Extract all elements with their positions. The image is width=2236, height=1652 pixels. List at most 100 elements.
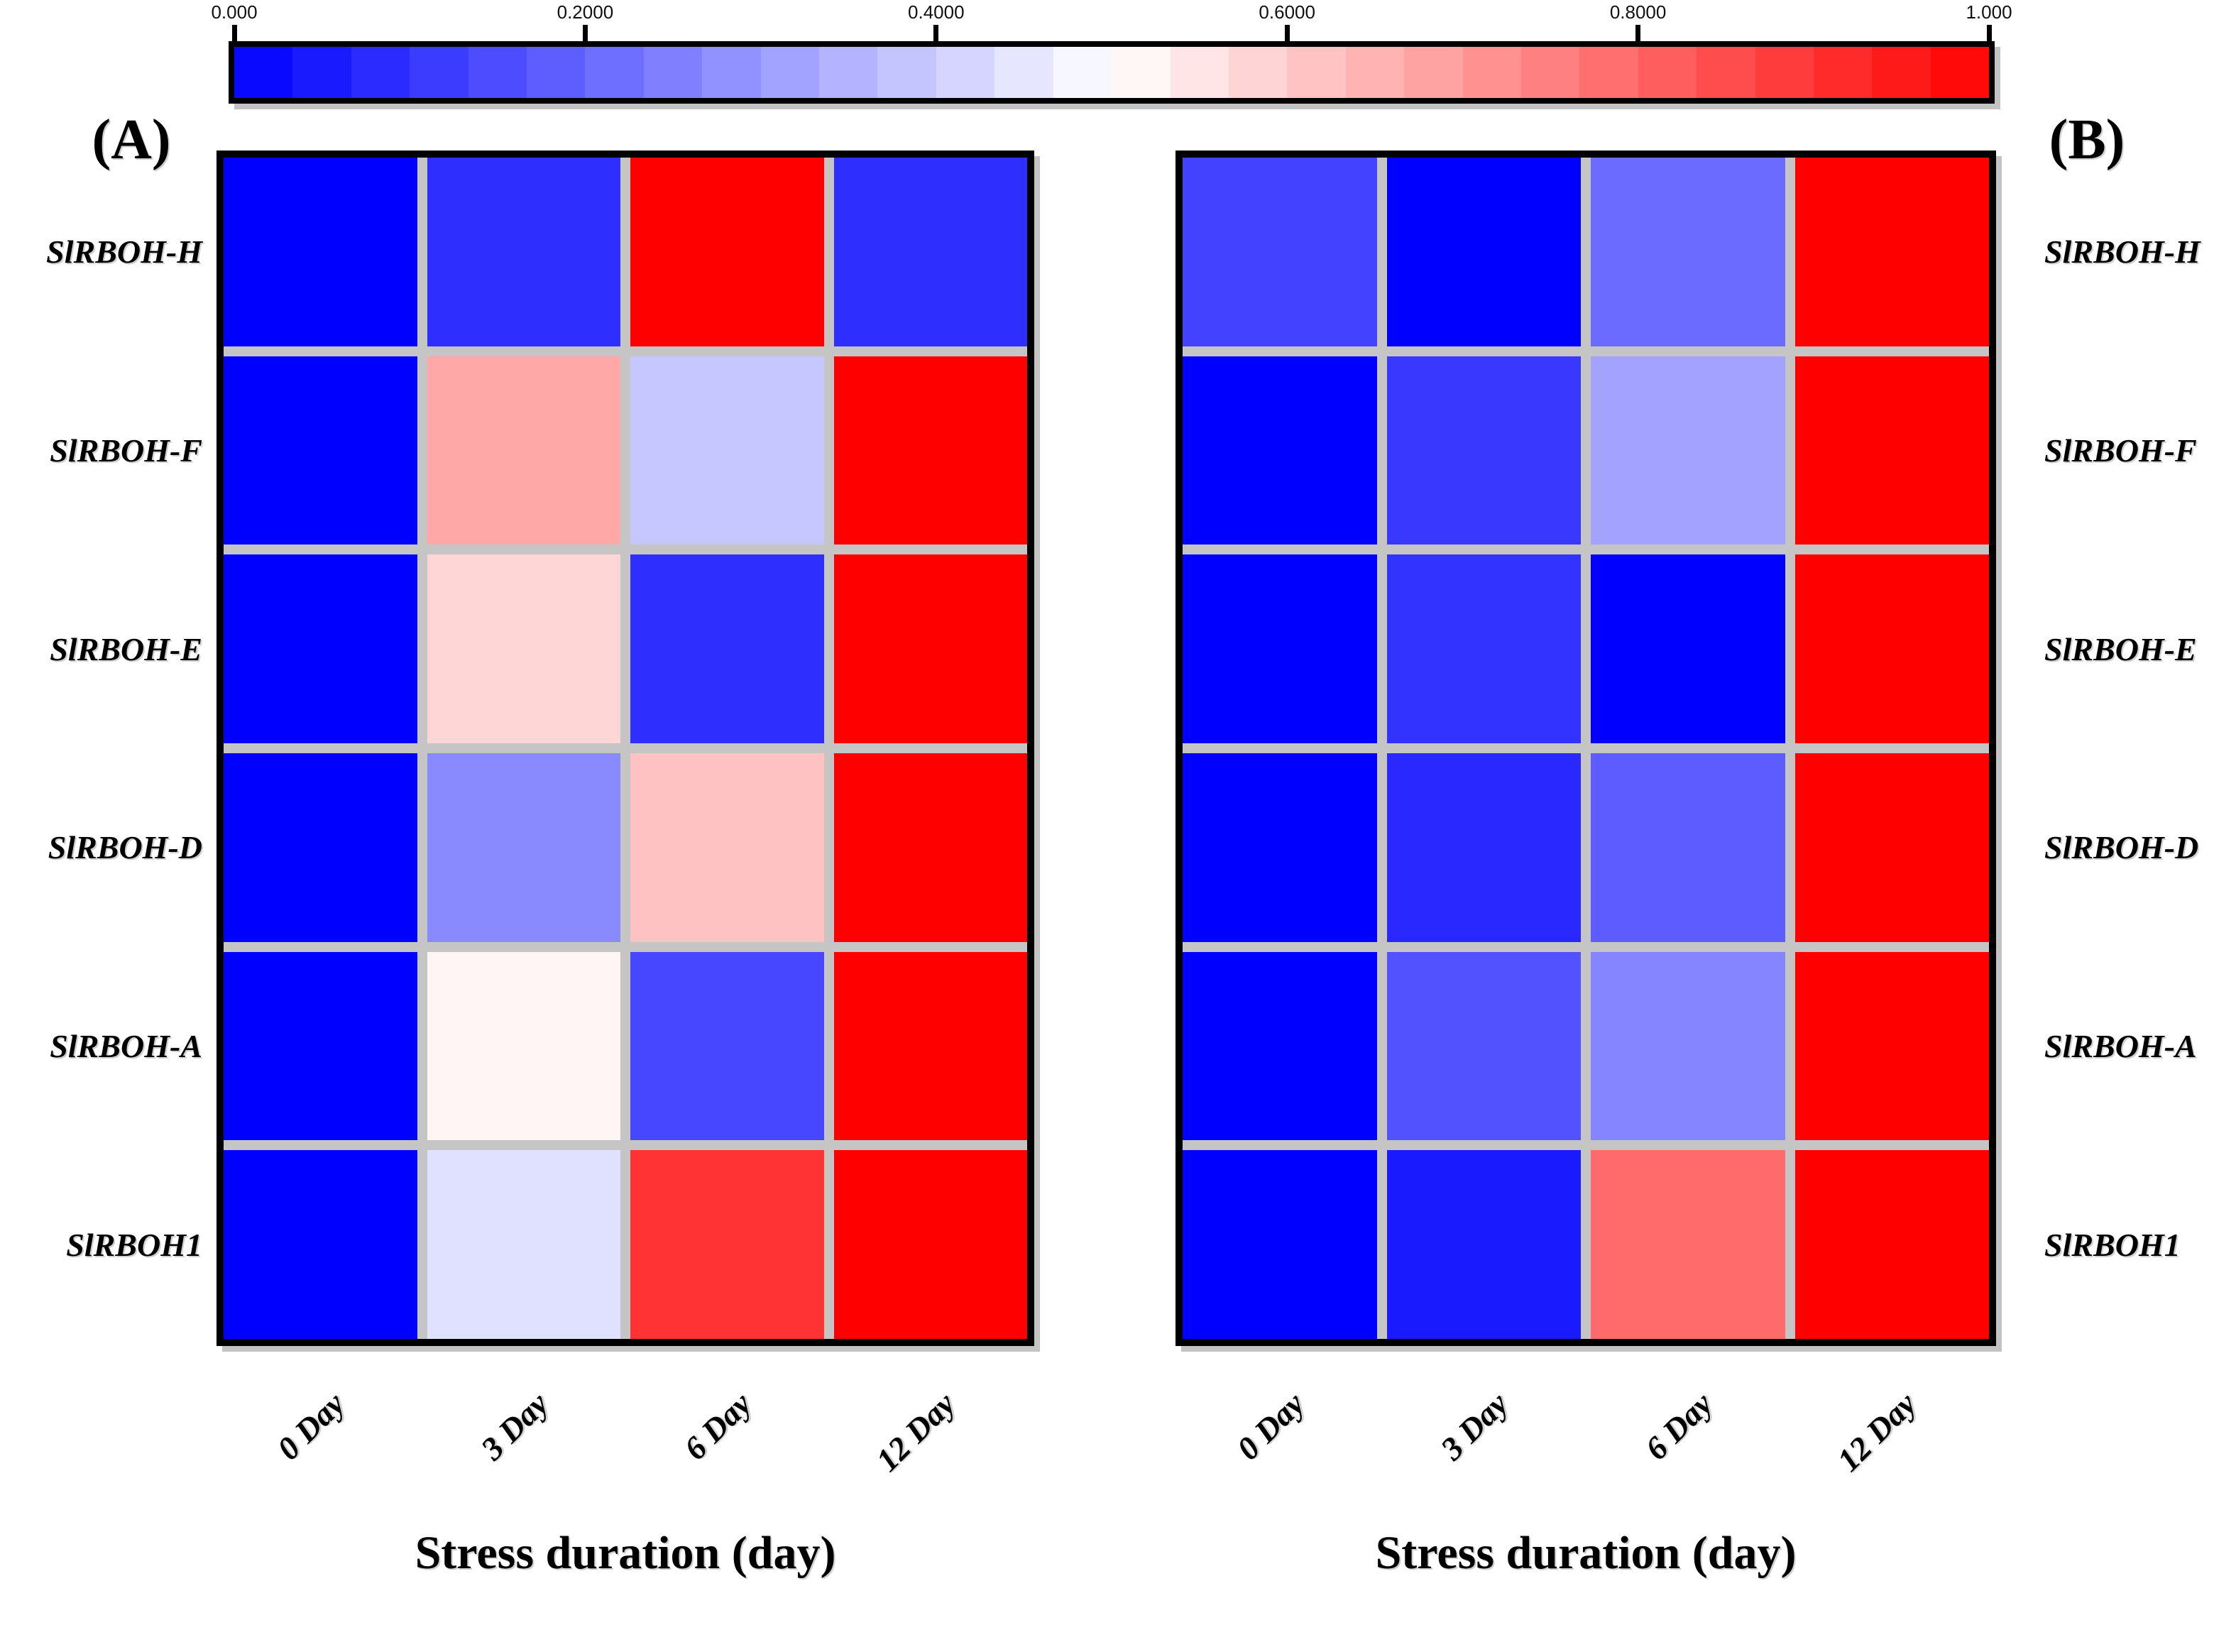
x-tick-label: 12 Day [868, 1385, 962, 1479]
row-labels-A: SlRBOH-H SlRBOH-F SlRBOH-E SlRBOH-D SlRBOH-A… [14, 158, 202, 1339]
x-tick-label: 3 Day [1433, 1385, 1516, 1467]
gene-row-label: SlRBOH-A [50, 1028, 202, 1065]
colorbar-segment [1520, 47, 1580, 98]
heatmap-cell-B-SlRBOH-A-3Day [1386, 951, 1581, 1141]
colorbar-segment [702, 47, 761, 98]
heatmap-cell-A-SlRBOH-A-6Day [630, 951, 824, 1141]
heatmap-cell-A-SlRBOH-F-3Day [427, 356, 620, 545]
colorbar-tick-label: 0.000 [211, 1, 258, 23]
colorbar-segment [1462, 47, 1521, 98]
colorbar-segment [1345, 47, 1405, 98]
gene-row-label: SlRBOH-F [2044, 432, 2197, 469]
gene-row-label: SlRBOH-H [46, 234, 202, 270]
colorbar-ticks: 0.000 0.2000 0.4000 0.6000 0.8000 1.000 [211, 0, 2012, 41]
heatmap-cell-A-SlRBOH-D-6Day [630, 753, 824, 942]
heatmap-cell-A-SlRBOH-F-6Day [630, 356, 824, 545]
colorbar-segment [351, 47, 410, 98]
heatmap-cell-A-SlRBOH-E-3Day [427, 554, 620, 743]
heatmap-cell-A-SlRBOH1-0Day [224, 1150, 417, 1339]
heatmap-cell-B-SlRBOH-E-3Day [1386, 554, 1581, 743]
x-tick-label: 3 Day [473, 1385, 555, 1467]
colorbar-segment [585, 47, 644, 98]
heatmap-cell-B-SlRBOH-H-3Day [1386, 158, 1581, 346]
heatmap-cell-A-SlRBOH-H-6Day [630, 158, 824, 346]
colorbar-segment [936, 47, 995, 98]
colorbar-segment [1287, 47, 1346, 98]
row-label-item: SlRBOH-A [14, 952, 202, 1141]
colorbar-segment [1112, 47, 1171, 98]
colorbar-tick-mark [231, 25, 237, 41]
heatmap-cell-B-SlRBOH-H-12Day [1794, 158, 1989, 346]
row-label-item: SlRBOH1 [14, 1150, 202, 1339]
heatmap-cell-A-SlRBOH-A-3Day [427, 951, 620, 1141]
gene-row-label: SlRBOH1 [66, 1226, 202, 1263]
row-label-item: SlRBOH-H [14, 158, 202, 346]
colorbar-segment [234, 47, 293, 98]
x-tick-item: 0 Day [224, 1367, 417, 1516]
heatmap-cell-B-SlRBOH-H-0Day [1183, 158, 1377, 346]
colorbar-tick-mark [933, 25, 939, 41]
row-label-item: SlRBOH-D [14, 753, 202, 942]
colorbar-segment [760, 47, 820, 98]
x-tick-item: 3 Day [1387, 1367, 1582, 1516]
gene-row-label: SlRBOH-D [48, 829, 202, 866]
panel-label-a: (A) [92, 109, 171, 171]
heatmap-cell-B-SlRBOH-D-12Day [1794, 753, 1989, 942]
colorbar-segment [468, 47, 527, 98]
heatmap-cell-B-SlRBOH-F-0Day [1183, 356, 1377, 545]
heatmap-grid-B [1175, 151, 1996, 1346]
heatmap-cell-B-SlRBOH1-12Day [1794, 1150, 1989, 1339]
colorbar-segment [1697, 47, 1755, 98]
heatmap-cell-A-SlRBOH-E-6Day [630, 554, 824, 743]
heatmap-cell-B-SlRBOH-F-6Day [1591, 356, 1785, 545]
heatmap-cell-A-SlRBOH-E-12Day [833, 554, 1027, 743]
row-label-item: SlRBOH-E [14, 554, 202, 743]
colorbar-segment [410, 47, 468, 98]
heatmap-cell-A-SlRBOH-A-12Day [833, 951, 1027, 1141]
heatmap-cell-A-SlRBOH-H-3Day [427, 158, 620, 346]
row-label-item: SlRBOH-E [2044, 554, 2236, 743]
heatmap-cell-B-SlRBOH-D-6Day [1591, 753, 1785, 942]
colorbar-tick-label: 0.6000 [1259, 1, 1315, 23]
gene-row-label: SlRBOH-E [50, 630, 202, 667]
colorbar-segment [1404, 47, 1463, 98]
heatmap-cell-A-SlRBOH-F-0Day [224, 356, 417, 545]
heatmap-cell-B-SlRBOH-A-6Day [1591, 951, 1785, 1141]
heatmap-cell-B-SlRBOH-E-12Day [1794, 554, 1989, 743]
heatmap-cell-B-SlRBOH-E-6Day [1591, 554, 1785, 743]
colorbar-tick-mark [1284, 25, 1290, 41]
x-axis-title-a: Stress duration (day) [415, 1527, 836, 1579]
heatmap-cell-B-SlRBOH1-6Day [1591, 1150, 1785, 1339]
colorbar-segment [1813, 47, 1873, 98]
x-tick-item: 6 Day [630, 1367, 824, 1516]
colorbar-tick-mark [582, 25, 588, 41]
heatmap-cell-A-SlRBOH-H-12Day [833, 158, 1027, 346]
x-tick-label: 0 Day [270, 1385, 352, 1467]
row-label-item: SlRBOH-F [2044, 356, 2236, 545]
gene-row-label: SlRBOH-H [2044, 234, 2201, 270]
heatmap-cell-B-SlRBOH-E-0Day [1183, 554, 1377, 743]
x-tick-label: 0 Day [1229, 1385, 1311, 1467]
row-label-item: SlRBOH-F [14, 356, 202, 545]
heatmap-cell-A-SlRBOH-D-0Day [224, 753, 417, 942]
colorbar-segment [1930, 47, 1990, 98]
gene-row-label: SlRBOH-A [2044, 1028, 2197, 1065]
gene-row-label: SlRBOH-E [2044, 630, 2197, 667]
heatmap-cell-A-SlRBOH1-3Day [427, 1150, 620, 1339]
colorbar-segment [1228, 47, 1288, 98]
colorbar-segment [1755, 47, 1814, 98]
colorbar-segment [643, 47, 703, 98]
heatmap-cell-B-SlRBOH-A-0Day [1183, 951, 1377, 1141]
x-tick-label: 6 Day [1638, 1385, 1719, 1467]
gene-row-label: SlRBOH1 [2044, 1226, 2181, 1263]
heatmap-cell-B-SlRBOH-H-6Day [1591, 158, 1785, 346]
colorbar-segment [1170, 47, 1229, 98]
x-tick-item: 6 Day [1591, 1367, 1785, 1516]
colorbar-tick-mark [1986, 25, 1992, 41]
row-label-item: SlRBOH-A [2044, 952, 2236, 1141]
heatmap-cell-A-SlRBOH1-12Day [833, 1150, 1027, 1339]
colorbar-tick-label: 1.000 [1966, 1, 2012, 23]
colorbar-tick-label: 0.4000 [908, 1, 965, 23]
colorbar [229, 41, 1995, 104]
x-tick-labels-B: 0 Day 3 Day 6 Day 12 Day [1183, 1367, 1989, 1516]
